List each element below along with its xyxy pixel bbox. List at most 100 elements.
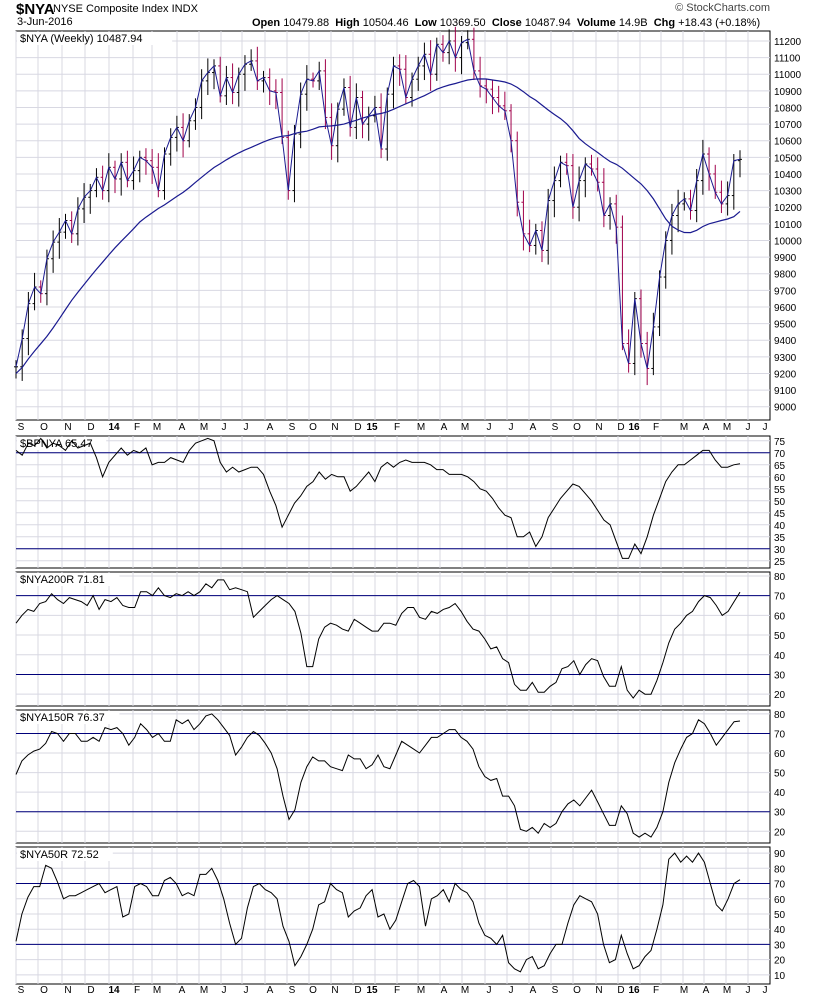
y-tick-label: 10500	[774, 153, 802, 164]
panel-nya50r: 10 20 30 40 50 60 70 80 90 $NYA50R 72.52	[15, 846, 786, 985]
x-tick-label: S	[552, 422, 559, 433]
panel-title: $NYA200R 71.81	[20, 574, 105, 586]
y-tick-label: 30	[774, 808, 786, 819]
y-tick-label: 25	[774, 557, 786, 568]
x-tick-label: M	[680, 422, 688, 433]
x-tick-label: S	[18, 422, 25, 433]
panel-nya200r: 20 30 40 50 60 70 80 $NYA200R 71.81	[15, 571, 786, 707]
x-tick-label: M	[461, 985, 469, 996]
y-tick-label: 10	[774, 971, 786, 982]
open-value: 10479.88	[283, 17, 330, 29]
y-tick-label: 80	[774, 710, 786, 721]
y-tick-label: 75	[774, 437, 786, 448]
x-tick-label: A	[267, 422, 274, 433]
x-tick-label: J	[763, 422, 768, 433]
indicator-line-nya150r	[15, 713, 741, 838]
x-tick-label: O	[309, 422, 317, 433]
panel-title: $NYA50R 72.52	[20, 849, 99, 861]
x-tick-label: 16	[628, 422, 640, 433]
panel-price: 9000 9100 9200 9300 9400 9500 9600 9700 9800 9900…	[14, 26, 802, 421]
y-tick-label: 9900	[774, 253, 797, 264]
x-tick-label: M	[680, 985, 688, 996]
y-tick-label: 60	[774, 611, 786, 622]
y-tick-label: 9300	[774, 353, 797, 364]
x-tick-label: O	[309, 985, 317, 996]
chg-value: +18.43 (+0.18%)	[678, 17, 761, 29]
y-tick-label: 30	[774, 940, 786, 951]
y-tick-label: 10000	[774, 236, 802, 247]
x-tick-label: D	[354, 985, 361, 996]
x-tick-label: J	[509, 985, 514, 996]
close-label: Close	[491, 17, 522, 29]
x-tick-label: M	[461, 422, 469, 433]
y-tick-label: 40	[774, 651, 786, 662]
x-tick-label: A	[179, 985, 186, 996]
high-label: High	[335, 17, 360, 29]
volume-value: 14.9B	[618, 17, 648, 29]
x-tick-label: M	[723, 985, 731, 996]
y-tick-label: 10800	[774, 103, 802, 114]
y-tick-label: 40	[774, 788, 786, 799]
x-tick-label: A	[530, 422, 537, 433]
x-tick-label: J	[222, 422, 227, 433]
x-tick-label: F	[653, 422, 659, 433]
x-tick-label: M	[417, 422, 425, 433]
y-tick-label: 9100	[774, 386, 797, 397]
y-tick-label: 20	[774, 956, 786, 967]
y-tick-label: 9400	[774, 336, 797, 347]
x-tick-label: M	[417, 985, 425, 996]
chart-date: 3-Jun-2016	[17, 16, 73, 28]
y-tick-label: 45	[774, 509, 786, 520]
x-tick-label: F	[653, 985, 659, 996]
y-tick-label: 11200	[774, 37, 802, 48]
symbol-title: $NYA	[16, 1, 55, 18]
y-tick-label: 10400	[774, 170, 802, 181]
y-tick-label: 20	[774, 690, 786, 701]
y-tick-label: 65	[774, 461, 786, 472]
x-tick-label: 14	[108, 422, 120, 433]
y-tick-label: 40	[774, 521, 786, 532]
y-tick-label: 90	[774, 849, 786, 860]
y-tick-label: 9800	[774, 270, 797, 281]
index-description: NYSE Composite Index INDX	[53, 3, 198, 15]
low-value: 10369.50	[439, 17, 486, 29]
quote-summary: Open 10479.88 High 10504.46 Low 10369.50…	[252, 17, 760, 29]
x-tick-label: A	[179, 422, 186, 433]
x-tick-label: S	[18, 985, 25, 996]
x-tick-label: D	[87, 985, 94, 996]
y-tick-label: 30	[774, 670, 786, 681]
y-tick-label: 70	[774, 729, 786, 740]
x-tick-label: J	[222, 985, 227, 996]
y-tick-label: 50	[774, 769, 786, 780]
high-value: 10504.46	[362, 17, 409, 29]
y-tick-label: 35	[774, 533, 786, 544]
x-tick-label: M	[200, 422, 208, 433]
description-text: NYSE Composite Index	[53, 3, 169, 15]
panel-title-bg	[17, 711, 120, 724]
y-tick-label: 10900	[774, 87, 802, 98]
indicator-line-bpnya	[15, 437, 741, 559]
y-tick-label: 10700	[774, 120, 802, 131]
x-tick-label: J	[487, 985, 492, 996]
x-tick-label: N	[595, 422, 602, 433]
x-tick-label: M	[200, 985, 208, 996]
panel-title: $NYA150R 76.37	[20, 712, 105, 724]
x-tick-label: M	[153, 985, 161, 996]
x-tick-label: 15	[366, 985, 378, 996]
y-tick-label: 11000	[774, 70, 802, 81]
x-tick-label: N	[595, 985, 602, 996]
y-tick-label: 55	[774, 485, 786, 496]
x-tick-label: J	[509, 422, 514, 433]
x-tick-label: A	[703, 422, 710, 433]
x-tick-label: A	[703, 985, 710, 996]
y-tick-label: 9600	[774, 303, 797, 314]
y-tick-label: 30	[774, 545, 786, 556]
y-tick-label: 60	[774, 473, 786, 484]
panel-frame	[15, 571, 771, 707]
y-tick-label: 70	[774, 449, 786, 460]
x-tick-label: J	[763, 985, 768, 996]
y-tick-label: 60	[774, 749, 786, 760]
indicator-line-nya200r	[15, 579, 741, 699]
